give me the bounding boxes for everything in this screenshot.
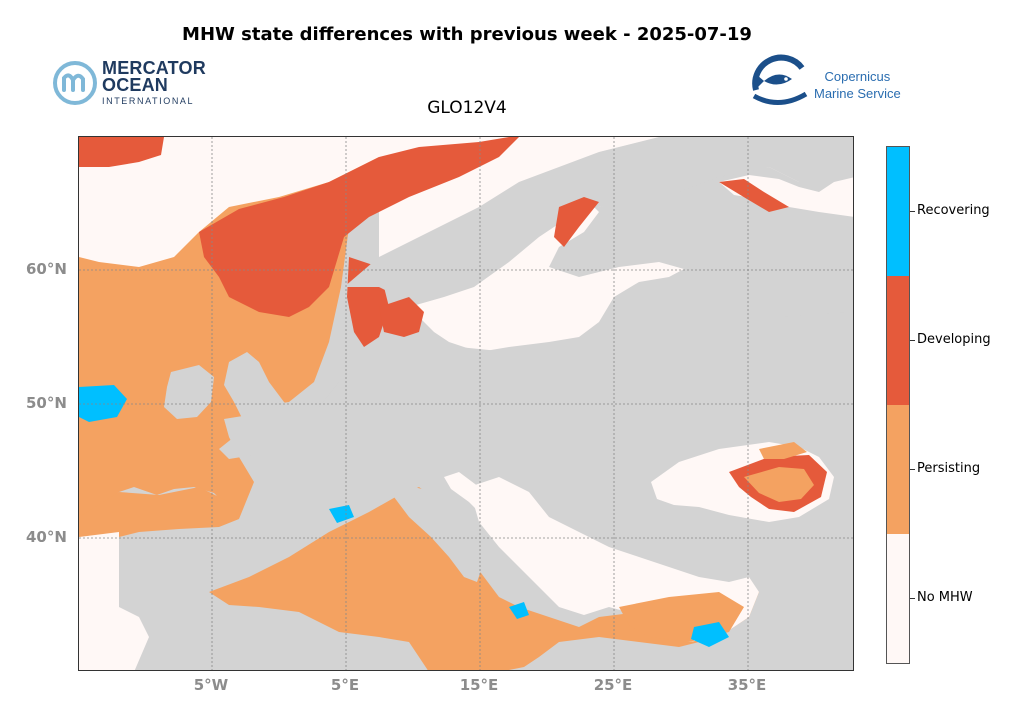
lon-label-5w: 5°W: [193, 676, 229, 694]
developing-top-left: [79, 137, 164, 167]
north-nomhw: [79, 137, 379, 267]
legend-tick: [910, 469, 915, 470]
recovering-balearic: [329, 505, 354, 523]
italy-land: [394, 487, 484, 582]
skagerrak-developing: [379, 297, 424, 337]
legend-label-nomhw: No MHW: [917, 590, 973, 605]
copernicus-logo: Copernicus Marine Service: [748, 52, 918, 112]
graticule: [79, 137, 853, 670]
mercator-line3: INTERNATIONAL: [102, 96, 195, 106]
legend-tick: [910, 598, 915, 599]
map-panel: [78, 136, 854, 671]
recovering-ionian: [509, 602, 529, 619]
copernicus-line1: Copernicus: [824, 69, 891, 84]
baltic-sea: [409, 202, 684, 352]
figure-title: MHW state differences with previous week…: [182, 24, 752, 45]
norway-land: [344, 137, 853, 307]
legend-swatch-nomhw: [887, 534, 909, 663]
recovering-levant: [691, 622, 729, 647]
ireland-land: [164, 365, 214, 419]
legend-label-developing: Developing: [917, 332, 991, 347]
mercator-line1: MERCATOR: [102, 58, 206, 78]
legend-label-recovering: Recovering: [917, 203, 990, 218]
legend-tick: [910, 340, 915, 341]
mediterranean-sea: [209, 487, 759, 670]
mercator-m-icon: [53, 61, 97, 105]
legend-swatch-recovering: [887, 147, 909, 276]
lon-label-5e: 5°E: [330, 676, 360, 694]
model-subtitle: GLO12V4: [427, 98, 507, 118]
developing-north-band: [199, 137, 519, 317]
legend-label-persisting: Persisting: [917, 461, 981, 476]
azov-persisting: [759, 442, 807, 459]
mhw-map: [79, 137, 853, 670]
great-britain-land: [219, 352, 301, 459]
mercator-wordmark: MERCATOR OCEAN: [102, 58, 206, 95]
legend-colorbar: [886, 146, 910, 664]
lat-label-40n: 40°N: [26, 528, 67, 546]
recovering-biscay: [79, 385, 127, 422]
copernicus-wordmark: Copernicus Marine Service: [814, 68, 901, 102]
lon-label-25e: 25°E: [593, 676, 633, 694]
legend-tick: [910, 211, 915, 212]
lat-label-50n: 50°N: [26, 394, 67, 412]
lon-label-15e: 15°E: [459, 676, 499, 694]
adriatic-nomhw: [444, 472, 519, 535]
lat-label-60n: 60°N: [26, 260, 67, 278]
mercator-logo: MERCATOR OCEAN INTERNATIONAL: [52, 58, 222, 110]
lon-label-35e: 35°E: [727, 676, 767, 694]
copernicus-fish-icon: [752, 54, 808, 105]
legend-swatch-persisting: [887, 405, 909, 534]
copernicus-line2: Marine Service: [814, 86, 901, 101]
baltic-developing: [554, 197, 599, 247]
iberia-west-nomhw: [79, 532, 149, 670]
legend-swatch-developing: [887, 276, 909, 405]
white-sea-developing: [719, 179, 789, 212]
mercator-line2: OCEAN: [102, 75, 169, 95]
black-sea-persisting: [744, 467, 814, 502]
